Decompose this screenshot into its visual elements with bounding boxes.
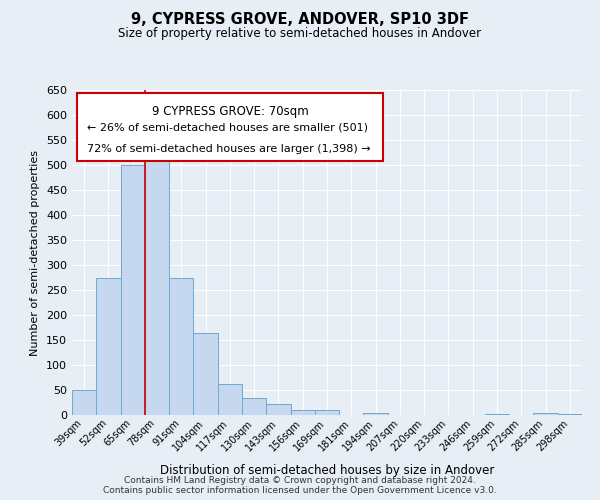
Bar	[290, 410, 315, 415]
X-axis label: Distribution of semi-detached houses by size in Andover: Distribution of semi-detached houses by …	[160, 464, 494, 477]
Bar	[218, 384, 242, 415]
Bar	[72, 390, 96, 415]
Text: Size of property relative to semi-detached houses in Andover: Size of property relative to semi-detach…	[118, 28, 482, 40]
Bar	[121, 165, 145, 415]
Bar	[266, 404, 290, 415]
FancyBboxPatch shape	[77, 93, 383, 162]
Text: Contains public sector information licensed under the Open Government Licence v3: Contains public sector information licen…	[103, 486, 497, 495]
Text: Contains HM Land Registry data © Crown copyright and database right 2024.: Contains HM Land Registry data © Crown c…	[124, 476, 476, 485]
Text: 9 CYPRESS GROVE: 70sqm: 9 CYPRESS GROVE: 70sqm	[152, 104, 308, 118]
Bar	[193, 332, 218, 415]
Bar	[533, 412, 558, 415]
Bar	[485, 414, 509, 415]
Text: 9, CYPRESS GROVE, ANDOVER, SP10 3DF: 9, CYPRESS GROVE, ANDOVER, SP10 3DF	[131, 12, 469, 28]
Bar	[96, 278, 121, 415]
Text: ← 26% of semi-detached houses are smaller (501): ← 26% of semi-detached houses are smalle…	[88, 122, 368, 132]
Bar	[315, 410, 339, 415]
Bar	[242, 398, 266, 415]
Y-axis label: Number of semi-detached properties: Number of semi-detached properties	[31, 150, 40, 356]
Bar	[558, 414, 582, 415]
Text: 72% of semi-detached houses are larger (1,398) →: 72% of semi-detached houses are larger (…	[88, 144, 371, 154]
Bar	[364, 413, 388, 415]
Bar	[145, 145, 169, 415]
Bar	[169, 278, 193, 415]
